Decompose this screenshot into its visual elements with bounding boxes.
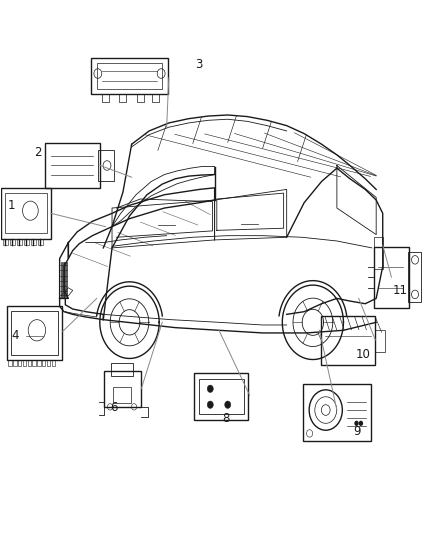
Circle shape (207, 401, 213, 408)
Bar (91, 58, 168, 94)
Text: 2: 2 (34, 146, 42, 159)
Text: 9: 9 (353, 425, 360, 438)
Bar (194, 373, 248, 420)
Circle shape (354, 421, 359, 426)
Text: 6: 6 (110, 401, 118, 414)
Bar (321, 317, 375, 366)
Bar (374, 247, 410, 308)
Bar (5, 193, 47, 233)
Bar (46, 143, 100, 188)
Text: 3: 3 (196, 58, 203, 71)
Bar (97, 63, 162, 90)
Bar (303, 384, 371, 441)
Circle shape (225, 401, 231, 408)
Text: 11: 11 (393, 284, 408, 297)
Bar (1, 188, 51, 239)
Bar (113, 386, 131, 402)
Circle shape (207, 385, 213, 392)
Bar (11, 311, 58, 355)
Bar (199, 379, 244, 414)
Text: 10: 10 (356, 348, 371, 361)
Bar (375, 330, 385, 352)
Circle shape (359, 421, 363, 426)
Bar (111, 363, 133, 376)
Bar (409, 252, 421, 302)
Text: 4: 4 (11, 329, 18, 342)
Text: 8: 8 (222, 411, 229, 424)
Text: 1: 1 (8, 199, 15, 212)
Bar (98, 150, 114, 181)
Bar (103, 370, 141, 407)
Bar (7, 306, 62, 360)
